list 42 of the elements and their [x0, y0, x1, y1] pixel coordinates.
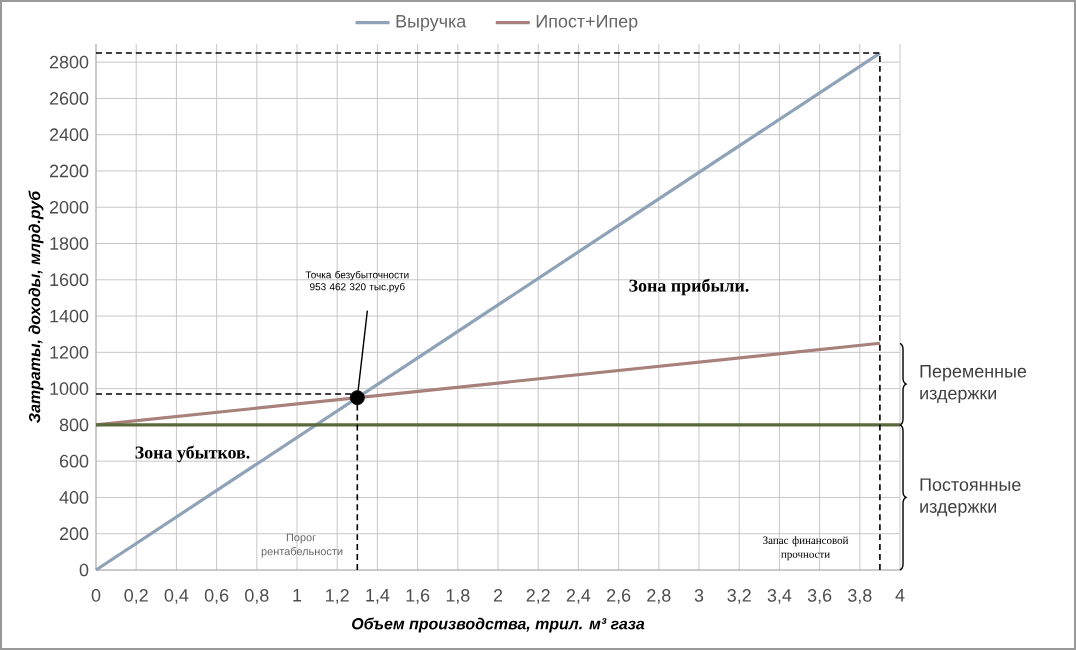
- x-tick-label: 0,2: [124, 589, 148, 604]
- text: Постоянные издержки: [920, 478, 1021, 517]
- x-tick-label: 2,8: [647, 589, 671, 604]
- x-tick-label: 1,8: [446, 589, 470, 604]
- x-tick-label: 0,6: [204, 589, 229, 604]
- x-tick-label: 3,8: [848, 589, 872, 604]
- x-tick-label: 2,6: [607, 589, 631, 604]
- x-tick-label: 2: [493, 589, 503, 602]
- y-tick-label: 2000: [49, 200, 89, 214]
- x-tick-label: 1,4: [366, 589, 390, 604]
- y-tick-label: 1800: [50, 237, 89, 250]
- y-tick-label: 2600: [49, 92, 89, 105]
- legend-label: Ипост+Ипер: [536, 15, 638, 32]
- y-tick-label: 0: [79, 563, 89, 577]
- x-tick-label: 2,4: [566, 589, 591, 604]
- legend-label: Выручка: [396, 15, 467, 32]
- x-tick-label: 1,6: [406, 589, 430, 604]
- x-tick-label: 4: [895, 589, 905, 602]
- x-tick-label: 0,4: [164, 589, 189, 604]
- x-tick-label: 1: [293, 589, 302, 602]
- y-tick-label: 200: [59, 527, 89, 541]
- y-tick-label: 2400: [49, 128, 89, 142]
- x-tick-label: 2,2: [526, 589, 550, 604]
- x-tick-label: 3: [694, 589, 704, 602]
- x-tick-label: 3,6: [807, 589, 832, 604]
- y-tick-label: 1400: [50, 309, 89, 323]
- x-tick-label: 1,2: [326, 589, 349, 604]
- y-tick-label: 1000: [50, 382, 89, 395]
- x-tick-label: 0,8: [245, 589, 269, 604]
- y-tick-label: 600: [59, 454, 89, 468]
- annotation: Зона прибыли.: [629, 278, 749, 296]
- y-tick-label: 800: [59, 418, 89, 432]
- y-tick-label: 400: [59, 491, 89, 504]
- text: Переменные издержки: [920, 365, 1027, 404]
- x-tick-label: 3,2: [727, 589, 751, 604]
- annotation: Зона убытков.: [135, 445, 250, 463]
- y-tick-label: 2800: [49, 55, 89, 69]
- y-tick-label: 2200: [49, 164, 89, 178]
- x-tick-label: 0: [91, 589, 101, 602]
- x-tick-label: 3,4: [767, 589, 792, 604]
- y-tick-label: 1200: [50, 345, 89, 359]
- y-tick-label: 1600: [50, 273, 89, 287]
